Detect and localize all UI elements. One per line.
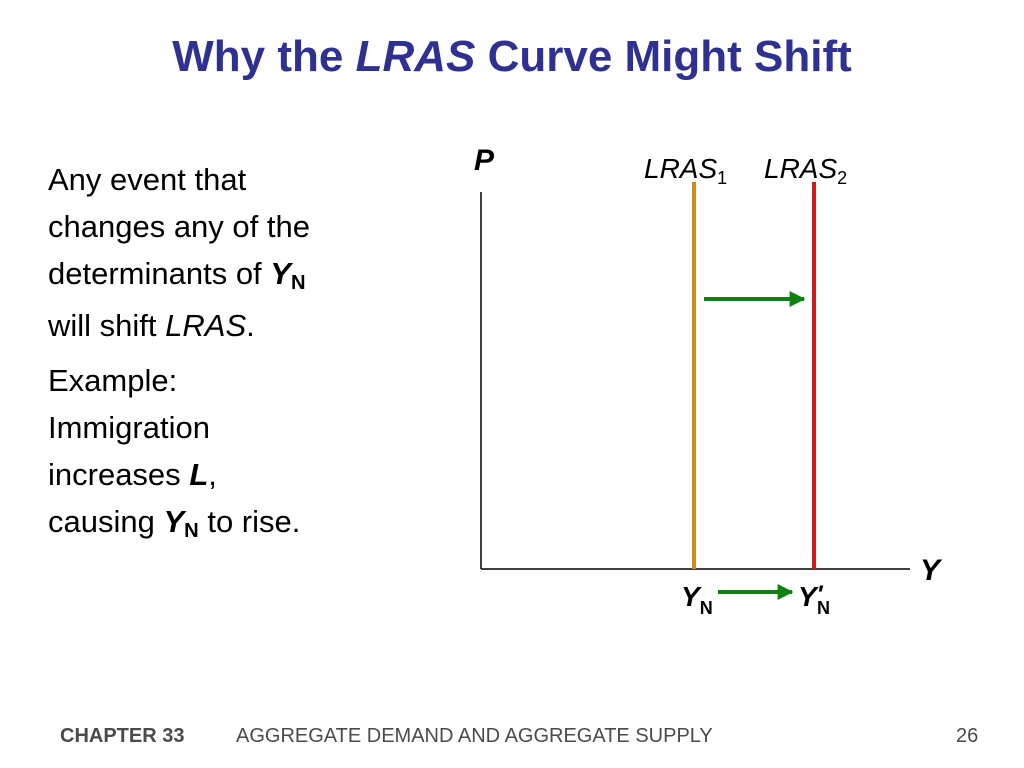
paragraph-example: Example: Immigration increases L, causin… <box>48 357 388 550</box>
p1-line4: will shift <box>48 308 157 343</box>
p2-var-n: N <box>184 520 199 543</box>
lras1-label-sub: 1 <box>717 168 727 188</box>
yn-prime-tick-prime: ′ <box>817 581 824 608</box>
p2-line4-end: to rise. <box>207 504 301 539</box>
p1-var-y: Y <box>270 256 291 291</box>
p1-var-n: N <box>290 272 306 295</box>
yn-tick-sub: N <box>700 598 713 618</box>
lras2-label-sub: 2 <box>837 168 847 188</box>
paragraph-event: Any event that changes any of the determ… <box>48 156 388 349</box>
slide-title: Why the LRAS Curve Might Shift <box>0 32 1024 82</box>
p1-lras: LRAS <box>165 308 247 343</box>
p2-line3: increases <box>48 457 181 492</box>
lras2-label-base: LRAS <box>764 153 837 184</box>
p1-line2: changes any of the <box>48 209 310 244</box>
p2-line1: Example: <box>48 363 178 398</box>
yn-tick-var: Y <box>681 581 702 612</box>
yn-prime-tick-sub: N <box>817 598 830 618</box>
footer-chapter: CHAPTER 33 <box>60 725 185 747</box>
lras1-label-base: LRAS <box>644 153 717 184</box>
slide-body-text: Any event that changes any of the determ… <box>48 156 388 550</box>
yn-prime-tick-var: Y <box>798 581 819 612</box>
page-number: 26 <box>956 725 979 747</box>
x-axis-label: Y <box>920 554 943 587</box>
footer-course-title: AGGREGATE DEMAND AND AGGREGATE SUPPLY <box>236 725 713 747</box>
p1-period: . <box>246 308 255 343</box>
title-prefix: Why the <box>172 32 344 81</box>
title-lras: LRAS <box>355 32 476 81</box>
p2-line4: causing <box>48 504 155 539</box>
title-suffix: Curve Might Shift <box>487 32 852 81</box>
yn-prime-tick-label: Y′N <box>798 581 830 618</box>
p1-line3: determinants of <box>48 256 262 291</box>
yn-tick-label: YN <box>681 581 713 618</box>
p2-var-l: L <box>189 457 209 492</box>
p1-line1: Any event that <box>48 162 247 197</box>
lras1-label: LRAS1 <box>644 153 727 188</box>
y-axis-label: P <box>474 144 495 177</box>
p2-line2: Immigration <box>48 410 210 445</box>
lras2-label: LRAS2 <box>764 153 847 188</box>
p2-comma: , <box>208 457 217 492</box>
p2-var-y: Y <box>163 504 185 539</box>
